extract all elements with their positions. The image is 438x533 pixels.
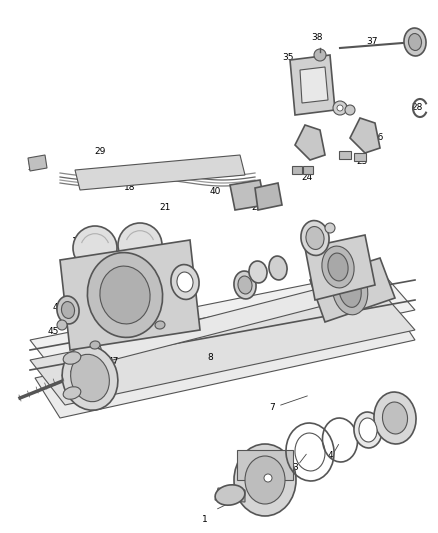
Text: 26: 26	[372, 133, 384, 141]
Ellipse shape	[359, 418, 377, 442]
Circle shape	[325, 223, 335, 233]
Ellipse shape	[90, 341, 100, 349]
Ellipse shape	[339, 273, 361, 308]
Text: 9: 9	[85, 318, 91, 327]
Ellipse shape	[171, 264, 199, 300]
Text: 3: 3	[292, 463, 298, 472]
Text: 40: 40	[209, 188, 221, 197]
Circle shape	[333, 101, 347, 115]
Text: 1: 1	[202, 515, 208, 524]
Ellipse shape	[328, 253, 348, 281]
Ellipse shape	[404, 28, 426, 56]
Polygon shape	[30, 290, 415, 405]
Ellipse shape	[88, 253, 162, 337]
Circle shape	[337, 105, 343, 111]
Text: 47: 47	[107, 358, 119, 367]
Text: 8: 8	[207, 352, 213, 361]
Polygon shape	[303, 166, 313, 174]
Circle shape	[118, 223, 162, 267]
Text: 28: 28	[411, 102, 423, 111]
Circle shape	[73, 226, 117, 270]
Ellipse shape	[306, 227, 324, 249]
Ellipse shape	[245, 456, 285, 504]
Polygon shape	[305, 235, 375, 300]
Polygon shape	[230, 180, 265, 210]
Text: 4: 4	[327, 451, 333, 461]
Polygon shape	[35, 302, 415, 418]
Polygon shape	[215, 488, 245, 502]
Ellipse shape	[409, 34, 421, 51]
Ellipse shape	[234, 271, 256, 299]
Ellipse shape	[354, 412, 382, 448]
Circle shape	[57, 320, 67, 330]
Text: 39: 39	[336, 102, 348, 111]
Polygon shape	[30, 270, 415, 385]
Polygon shape	[300, 67, 328, 103]
Text: 38: 38	[311, 33, 323, 42]
Polygon shape	[60, 240, 200, 350]
Ellipse shape	[63, 387, 81, 399]
Polygon shape	[255, 183, 282, 210]
Ellipse shape	[100, 266, 150, 324]
Ellipse shape	[238, 276, 252, 294]
Text: 44: 44	[53, 303, 64, 311]
Ellipse shape	[322, 246, 354, 288]
Text: 42: 42	[249, 262, 261, 271]
Text: 10: 10	[162, 308, 174, 317]
Text: 21: 21	[159, 203, 171, 212]
Ellipse shape	[155, 321, 165, 329]
Ellipse shape	[215, 485, 245, 505]
Text: 37: 37	[366, 37, 378, 46]
Ellipse shape	[62, 346, 118, 410]
Ellipse shape	[63, 352, 81, 364]
Text: 2: 2	[245, 497, 251, 506]
Text: 25: 25	[356, 157, 367, 166]
Polygon shape	[339, 151, 351, 159]
Ellipse shape	[301, 221, 329, 255]
Text: 43: 43	[78, 272, 88, 281]
Polygon shape	[100, 278, 365, 362]
Text: 16: 16	[339, 253, 351, 262]
Polygon shape	[28, 155, 47, 171]
Text: 41: 41	[187, 278, 199, 287]
Polygon shape	[310, 258, 395, 322]
Text: 6: 6	[399, 427, 405, 437]
Text: 18: 18	[124, 182, 136, 191]
Ellipse shape	[234, 444, 296, 516]
Text: 15: 15	[307, 228, 319, 237]
Polygon shape	[290, 55, 335, 115]
Text: 5: 5	[360, 440, 366, 448]
Text: 26: 26	[300, 138, 312, 147]
Text: 17: 17	[72, 238, 84, 246]
Text: 46: 46	[336, 308, 348, 317]
Text: 14: 14	[276, 268, 288, 277]
Polygon shape	[292, 166, 302, 174]
Circle shape	[264, 474, 272, 482]
Polygon shape	[237, 450, 293, 480]
Ellipse shape	[382, 402, 407, 434]
Text: 45: 45	[47, 327, 59, 336]
Polygon shape	[350, 118, 380, 153]
Polygon shape	[354, 153, 366, 161]
Text: 27: 27	[27, 163, 39, 172]
Text: 13: 13	[246, 284, 258, 293]
Ellipse shape	[177, 272, 193, 292]
Ellipse shape	[332, 265, 368, 315]
Circle shape	[345, 105, 355, 115]
Ellipse shape	[71, 354, 110, 402]
Text: 35: 35	[282, 52, 294, 61]
Ellipse shape	[374, 392, 416, 444]
Polygon shape	[75, 155, 245, 190]
Text: 24: 24	[301, 173, 313, 182]
Ellipse shape	[61, 302, 74, 318]
Ellipse shape	[249, 261, 267, 283]
Ellipse shape	[269, 256, 287, 280]
Text: 22: 22	[251, 203, 263, 212]
Text: 29: 29	[94, 148, 106, 157]
Circle shape	[314, 49, 326, 61]
Polygon shape	[295, 125, 325, 160]
Text: 7: 7	[269, 403, 275, 413]
Ellipse shape	[57, 296, 79, 324]
